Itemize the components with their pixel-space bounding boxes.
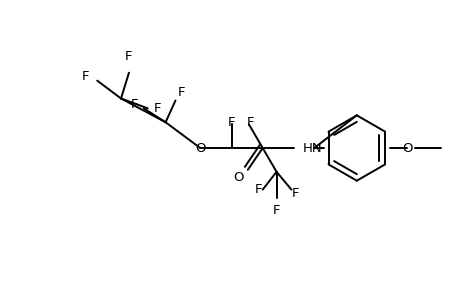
Text: F: F — [153, 102, 161, 115]
Text: F: F — [255, 183, 262, 196]
Text: HN: HN — [302, 142, 321, 154]
Text: F: F — [130, 98, 138, 111]
Text: F: F — [82, 70, 89, 83]
Text: F: F — [125, 50, 132, 63]
Text: F: F — [272, 203, 280, 217]
Text: F: F — [177, 86, 185, 99]
Text: O: O — [401, 142, 412, 154]
Text: O: O — [233, 171, 243, 184]
Text: F: F — [228, 116, 235, 129]
Text: F: F — [246, 116, 254, 129]
Text: O: O — [195, 142, 205, 154]
Text: F: F — [291, 187, 298, 200]
